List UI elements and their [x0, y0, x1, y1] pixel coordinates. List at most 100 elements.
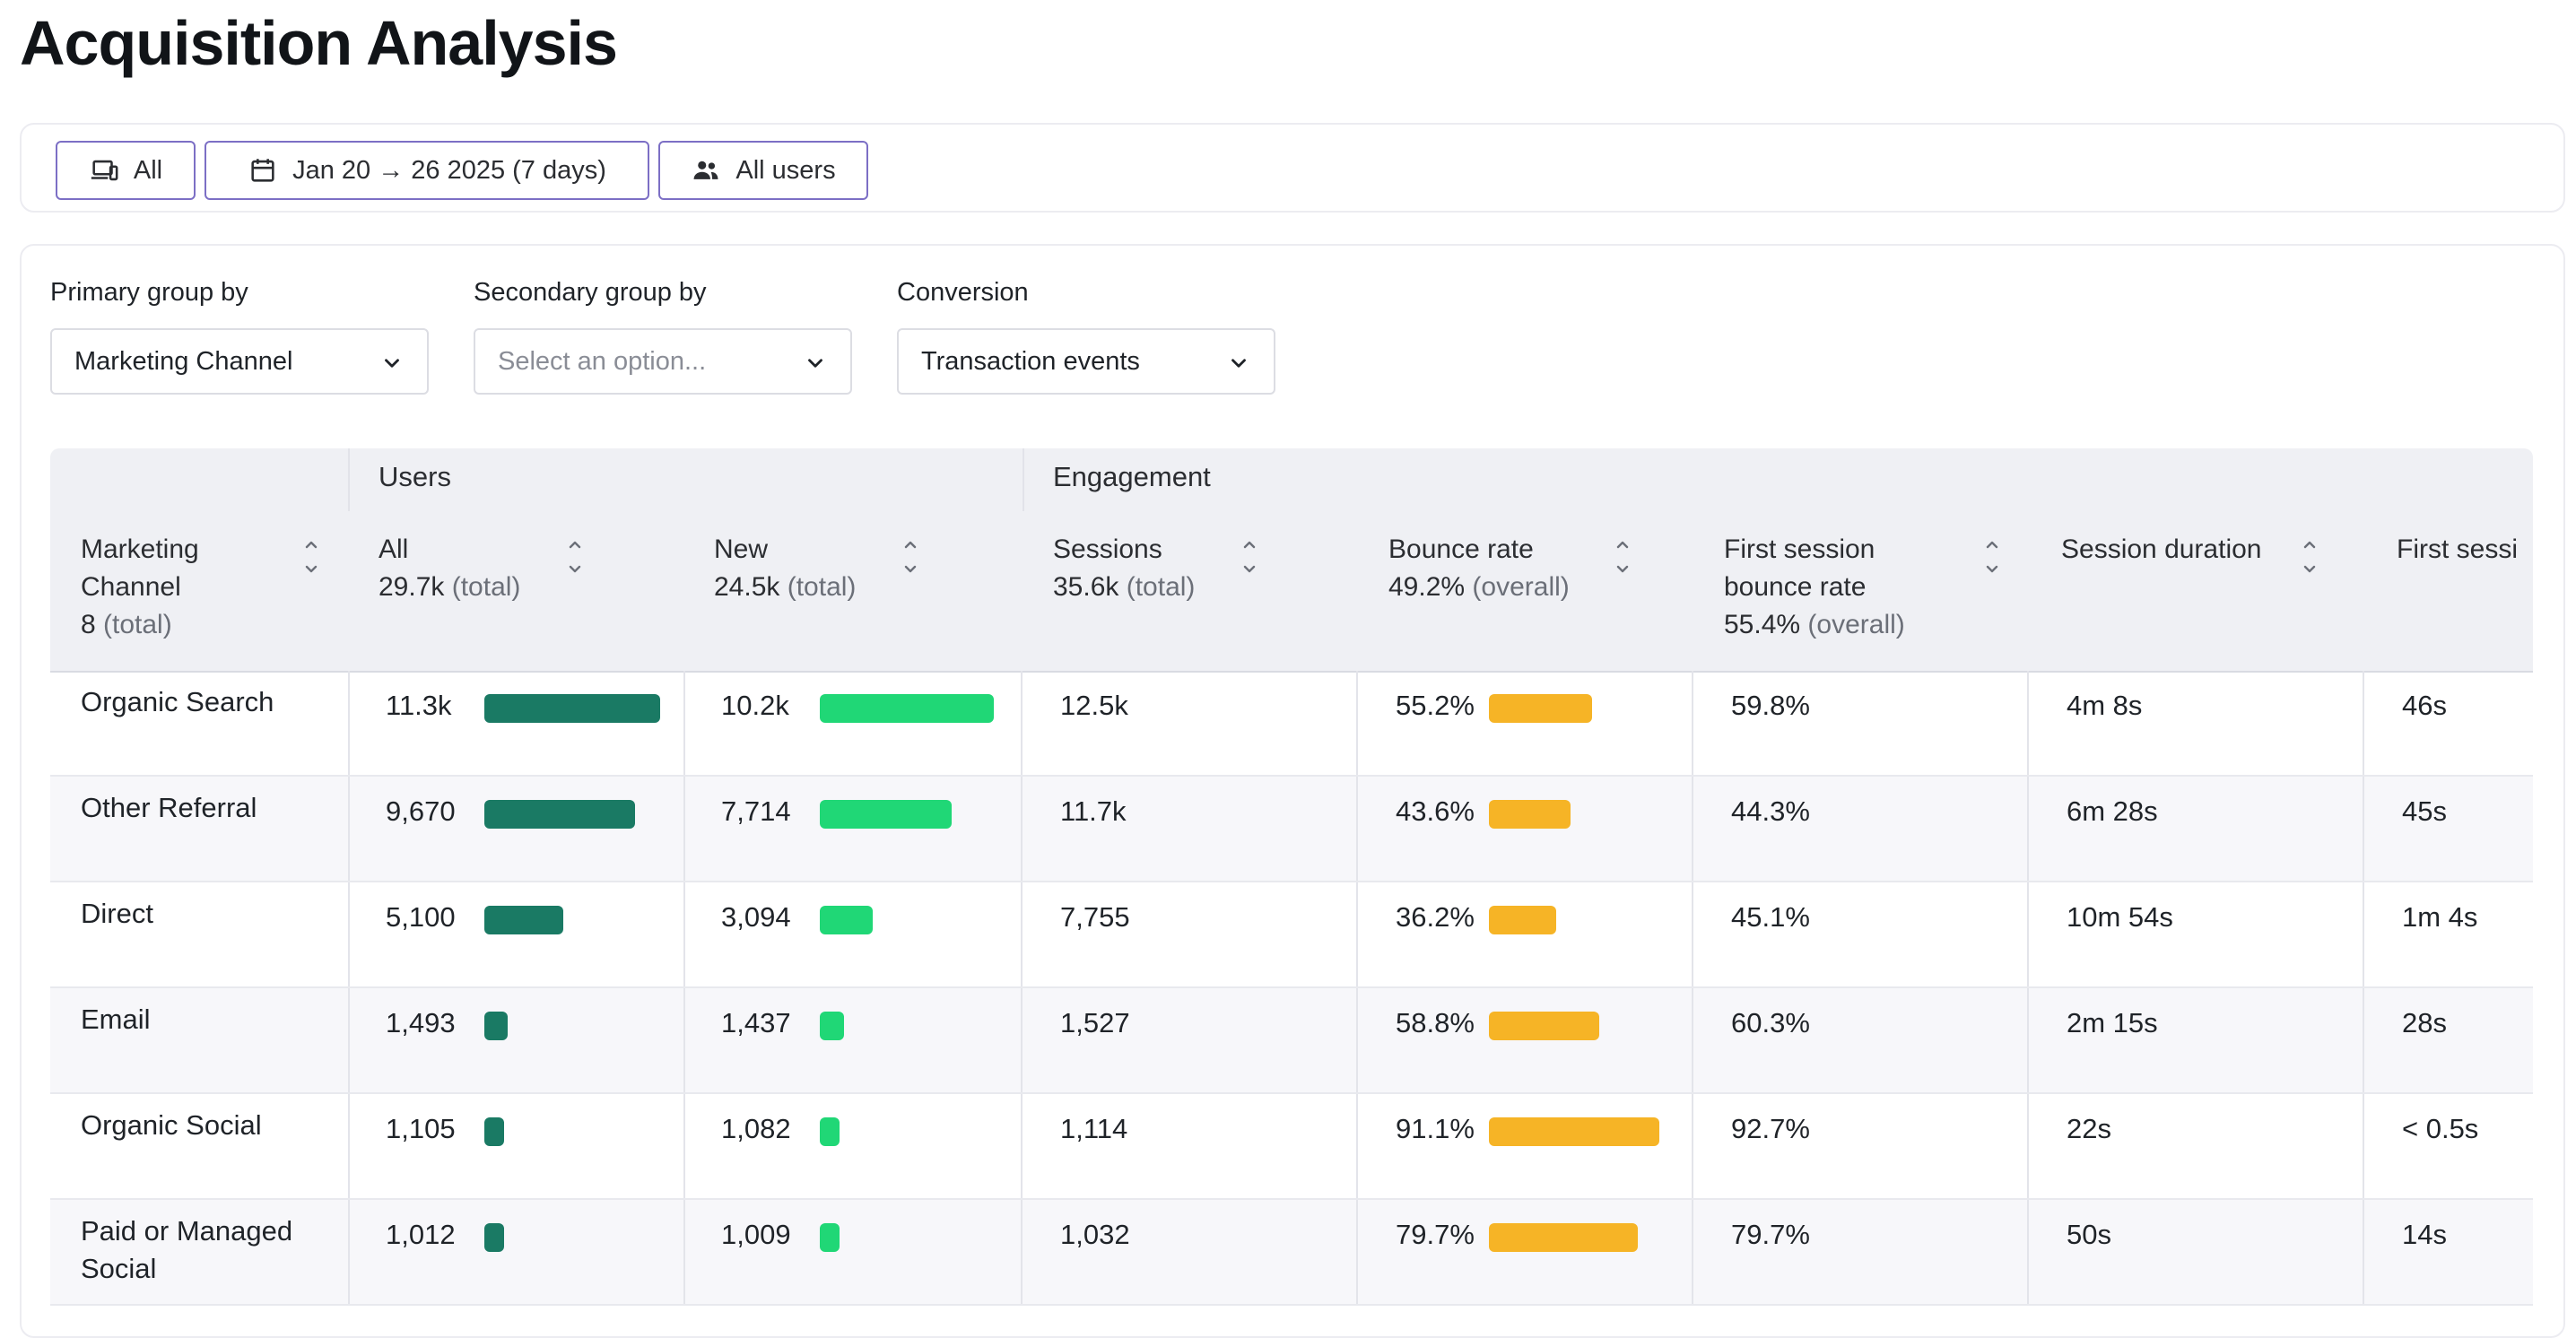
column-divider	[1692, 882, 1693, 986]
sort-icon[interactable]	[2300, 536, 2319, 578]
table-row[interactable]: Direct 5,100 3,094 7,755 36.2% 45.1% 10m 54s 1m…	[50, 882, 2533, 988]
column-divider	[348, 1200, 350, 1304]
secondary-group-select[interactable]: Select an option...	[474, 328, 852, 395]
chevron-down-icon	[808, 359, 822, 368]
cell-new-users: 7,714	[721, 795, 791, 827]
table-row[interactable]: Organic Search 11.3k 10.2k 12.5k 55.2% 59.8% 4…	[50, 671, 2533, 777]
cell-first-session-bounce: 92.7%	[1731, 1113, 1810, 1144]
primary-group-label: Primary group by	[50, 278, 248, 307]
table-row[interactable]: Paid or Managed Social 1,012 1,009 1,032 79.7…	[50, 1200, 2533, 1306]
cell-first-session-bounce: 60.3%	[1731, 1007, 1810, 1038]
sort-icon[interactable]	[1240, 536, 1259, 578]
col-head-first-session[interactable]: First sessi	[2397, 531, 2518, 569]
col-label: First sessi	[2397, 534, 2518, 564]
sort-icon[interactable]	[565, 536, 585, 578]
cell-first-session: < 0.5s	[2402, 1113, 2479, 1144]
conversion-value: Transaction events	[921, 346, 1140, 376]
new-users-bar	[820, 1012, 845, 1040]
col-total-suffix: (total)	[1126, 572, 1196, 602]
bounce-rate-bar	[1489, 1012, 1599, 1040]
column-divider	[1356, 671, 1358, 775]
column-divider	[683, 882, 685, 986]
col-head-new-users[interactable]: New 24.5k (total)	[714, 531, 856, 606]
date-range-label: Jan 20 → 26 2025 (7 days)	[292, 155, 606, 185]
column-divider	[2027, 1200, 2029, 1304]
cell-channel: Organic Social	[81, 1109, 262, 1141]
filter-bar: All Jan 20 → 26 2025 (7 days) All users	[20, 123, 2565, 213]
table-row[interactable]: Email 1,493 1,437 1,527 58.8% 60.3% 2m 15s 28s	[50, 988, 2533, 1094]
column-divider	[2363, 882, 2364, 986]
column-divider	[683, 1200, 685, 1304]
col-label: New	[714, 534, 769, 564]
column-divider	[683, 777, 685, 881]
cell-session-duration: 6m 28s	[2067, 795, 2158, 827]
bounce-rate-bar	[1489, 694, 1593, 723]
analysis-panel: Primary group by Marketing Channel Secon…	[20, 244, 2565, 1338]
device-filter-button[interactable]: All	[56, 141, 196, 200]
cell-channel: Social	[81, 1253, 157, 1284]
col-total-suffix: (total)	[451, 572, 521, 602]
column-divider	[1021, 988, 1023, 1092]
column-divider	[2363, 671, 2364, 775]
group-divider	[1023, 448, 1024, 511]
new-users-bar	[820, 800, 952, 829]
secondary-group-placeholder: Select an option...	[498, 346, 707, 376]
col-total-suffix: (overall)	[1807, 610, 1905, 639]
table-header: Users Engagement Marketing Channel 8 (to…	[50, 448, 2533, 673]
col-head-bounce-rate[interactable]: Bounce rate 49.2% (overall)	[1388, 531, 1570, 606]
col-head-first-session-bounce[interactable]: First session bounce rate 55.4% (overall…	[1724, 531, 1905, 644]
cell-channel: Other Referral	[81, 792, 257, 823]
chevron-down-icon	[1231, 359, 1246, 368]
cell-all-users: 5,100	[386, 901, 456, 933]
sort-icon[interactable]	[1982, 536, 2002, 578]
col-total: 35.6k	[1053, 572, 1119, 602]
col-head-sessions[interactable]: Sessions 35.6k (total)	[1053, 531, 1195, 606]
new-users-bar	[820, 1223, 840, 1252]
sort-icon[interactable]	[901, 536, 920, 578]
conversion-select[interactable]: Transaction events	[897, 328, 1275, 395]
cell-sessions: 12.5k	[1060, 690, 1128, 721]
table-row[interactable]: Organic Social 1,105 1,082 1,114 91.1% 92.7% 2…	[50, 1094, 2533, 1200]
col-head-all-users[interactable]: All 29.7k (total)	[379, 531, 520, 606]
bounce-rate-bar	[1489, 1117, 1659, 1146]
col-label: Marketing	[81, 534, 199, 564]
cell-sessions: 1,032	[1060, 1219, 1130, 1250]
cell-all-users: 1,493	[386, 1007, 456, 1038]
cell-channel: Direct	[81, 898, 153, 929]
col-total: 8	[81, 610, 96, 639]
cell-first-session: 1m 4s	[2402, 901, 2478, 933]
users-filter-button[interactable]: All users	[658, 141, 868, 200]
date-range-button[interactable]: Jan 20 → 26 2025 (7 days)	[205, 141, 649, 200]
col-head-channel[interactable]: Marketing Channel 8 (total)	[81, 531, 199, 644]
col-label: All	[379, 534, 409, 564]
col-total-suffix: (total)	[103, 610, 172, 639]
sort-icon[interactable]	[1613, 536, 1632, 578]
cell-new-users: 3,094	[721, 901, 791, 933]
cell-first-session: 46s	[2402, 690, 2447, 721]
column-divider	[1021, 1200, 1023, 1304]
users-icon	[693, 161, 718, 179]
col-label: First session	[1724, 534, 1875, 564]
table-row[interactable]: Other Referral 9,670 7,714 11.7k 43.6% 44.3% 6…	[50, 777, 2533, 882]
column-divider	[1692, 1200, 1693, 1304]
acquisition-table: Users Engagement Marketing Channel 8 (to…	[50, 448, 2533, 1336]
chevron-down-icon	[385, 359, 399, 368]
col-label: Bounce rate	[1388, 534, 1534, 564]
page-title: Acquisition Analysis	[20, 8, 618, 78]
column-divider	[2027, 988, 2029, 1092]
primary-group-select[interactable]: Marketing Channel	[50, 328, 429, 395]
column-divider	[1692, 988, 1693, 1092]
col-head-session-duration[interactable]: Session duration	[2061, 531, 2261, 569]
col-total: 24.5k	[714, 572, 780, 602]
col-label: bounce rate	[1724, 572, 1867, 602]
column-divider	[683, 988, 685, 1092]
cell-new-users: 10.2k	[721, 690, 789, 721]
column-divider	[2027, 671, 2029, 775]
cell-channel: Email	[81, 1004, 151, 1035]
cell-first-session-bounce: 45.1%	[1731, 901, 1810, 933]
group-users: Users	[379, 461, 451, 492]
col-total: 49.2%	[1388, 572, 1466, 602]
sort-icon[interactable]	[301, 536, 321, 578]
cell-sessions: 1,527	[1060, 1007, 1130, 1038]
column-divider	[683, 671, 685, 775]
